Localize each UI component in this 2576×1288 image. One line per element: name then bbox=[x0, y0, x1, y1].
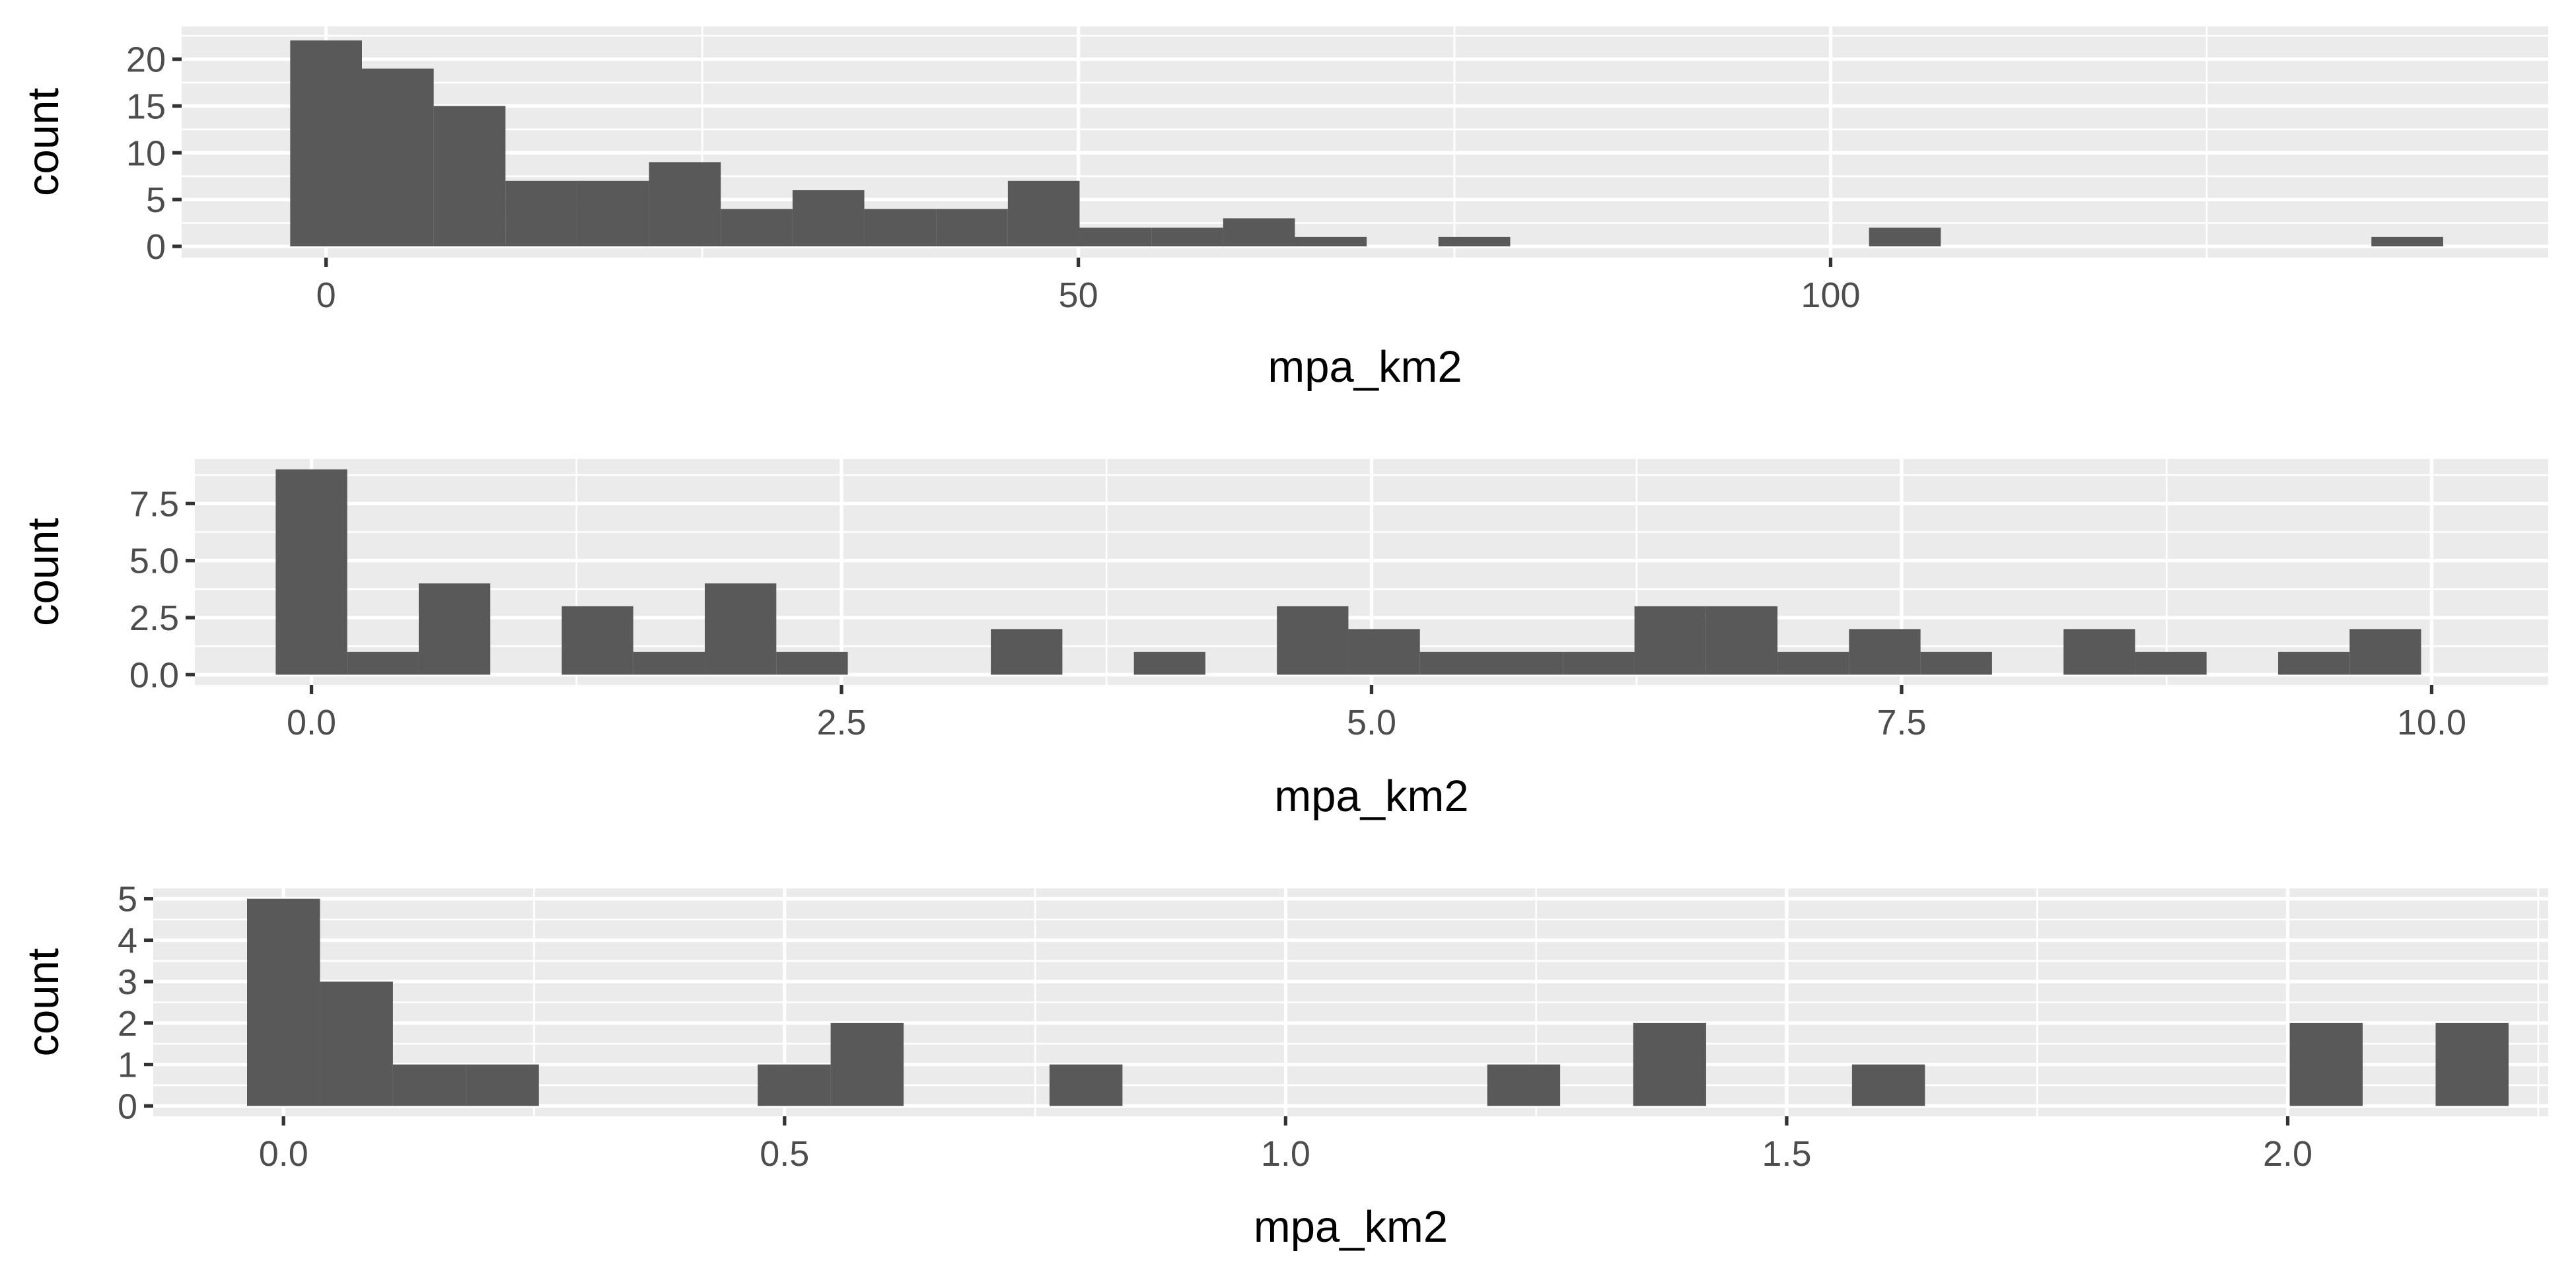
x-tick-label: 0.5 bbox=[760, 1134, 809, 1174]
histogram-bar bbox=[290, 40, 362, 246]
histogram-bar bbox=[561, 606, 633, 675]
histogram-bar bbox=[1851, 1064, 1925, 1106]
histogram-bar bbox=[1563, 651, 1635, 675]
x-axis-title: mpa_km2 bbox=[1274, 771, 1468, 821]
histogram-bar bbox=[418, 583, 491, 675]
x-tick-label: 0 bbox=[316, 275, 336, 315]
histogram-bar bbox=[1705, 606, 1778, 675]
histogram-bar bbox=[1849, 629, 1921, 675]
histogram-bar bbox=[1295, 236, 1367, 246]
x-tick-label: 10.0 bbox=[2397, 703, 2466, 742]
histogram-bar bbox=[577, 180, 649, 246]
histogram-panel-1: 0 5 10 15 20 0 50 100 mpa_km2 count bbox=[18, 26, 2548, 392]
y-tick-label: 1 bbox=[118, 1046, 137, 1085]
histogram-bar bbox=[1491, 651, 1563, 675]
histogram-bar bbox=[758, 1064, 831, 1106]
histogram-bar bbox=[2349, 629, 2421, 675]
histogram-bar bbox=[466, 1064, 539, 1106]
histogram-bar bbox=[1133, 651, 1205, 675]
x-tick-label: 1.0 bbox=[1261, 1134, 1310, 1174]
histogram-bar bbox=[936, 209, 1008, 246]
y-tick-label: 3 bbox=[118, 962, 137, 1002]
histogram-bar bbox=[275, 469, 347, 675]
histogram-bar bbox=[1151, 227, 1223, 246]
histogram-bar bbox=[1777, 651, 1849, 675]
x-tick-label: 7.5 bbox=[1877, 703, 1926, 742]
histogram-bar bbox=[830, 1022, 904, 1106]
histogram-bar bbox=[347, 651, 419, 675]
histogram-panel-2: 0.0 2.5 5.0 7.5 0.0 2.5 5.0 7.5 10.0 mpa_km2 count bbox=[18, 459, 2548, 821]
y-tick-label: 15 bbox=[126, 87, 166, 126]
y-axis-title: count bbox=[18, 518, 68, 626]
histogram-bar bbox=[247, 898, 320, 1106]
histogram-bar bbox=[792, 190, 865, 246]
x-tick-label: 5.0 bbox=[1347, 703, 1396, 742]
y-axis-title: count bbox=[18, 948, 68, 1056]
x-tick-label: 50 bbox=[1059, 275, 1098, 315]
histogram-bar bbox=[1223, 218, 1295, 246]
x-axis-title: mpa_km2 bbox=[1268, 342, 1462, 392]
y-tick-label: 0.0 bbox=[129, 655, 179, 695]
y-tick-label: 5 bbox=[118, 880, 137, 919]
histogram-bar bbox=[1634, 606, 1706, 675]
histogram-bar bbox=[1487, 1064, 1561, 1106]
histogram-bar bbox=[2277, 651, 2350, 675]
y-tick-label: 10 bbox=[126, 133, 166, 173]
histogram-bar bbox=[1438, 236, 1511, 246]
histogram-bar bbox=[320, 982, 393, 1106]
histogram-bar bbox=[2435, 1022, 2509, 1106]
histogram-bar bbox=[433, 106, 506, 246]
histogram-bar bbox=[505, 180, 577, 246]
x-tick-label: 0.0 bbox=[259, 1134, 308, 1174]
histogram-bar bbox=[2063, 629, 2135, 675]
histogram-bar bbox=[776, 651, 848, 675]
histogram-bar bbox=[361, 68, 434, 246]
histogram-bar bbox=[991, 629, 1063, 675]
histogram-bar bbox=[1348, 629, 1420, 675]
histogram-bar bbox=[2371, 236, 2443, 246]
histogram-bar bbox=[864, 209, 937, 246]
x-tick-label: 1.5 bbox=[1762, 1134, 1811, 1174]
histogram-bar bbox=[1277, 606, 1349, 675]
x-tick-label: 0.0 bbox=[287, 703, 336, 742]
y-tick-label: 4 bbox=[118, 921, 137, 960]
y-tick-label: 20 bbox=[126, 40, 166, 80]
histogram-bar bbox=[721, 209, 793, 246]
x-axis-title: mpa_km2 bbox=[1254, 1202, 1448, 1252]
histogram-bar bbox=[1633, 1022, 1706, 1106]
histogram-bar bbox=[1007, 180, 1080, 246]
y-axis-title: count bbox=[18, 88, 68, 196]
histogram-bar bbox=[1419, 651, 1492, 675]
x-tick-label: 100 bbox=[1801, 275, 1860, 315]
histogram-bar bbox=[2135, 651, 2207, 675]
x-tick-label: 2.0 bbox=[2263, 1134, 2312, 1174]
histogram-bar bbox=[2289, 1022, 2363, 1106]
y-tick-label: 7.5 bbox=[129, 484, 179, 524]
y-tick-label: 0 bbox=[146, 227, 166, 267]
histogram-bar bbox=[649, 162, 721, 246]
histogram-bar bbox=[705, 583, 777, 675]
y-tick-label: 5.0 bbox=[129, 542, 179, 581]
histogram-bar bbox=[1049, 1064, 1123, 1106]
y-tick-label: 0 bbox=[118, 1087, 137, 1126]
histogram-bar bbox=[1920, 651, 1992, 675]
y-tick-label: 2.5 bbox=[129, 598, 179, 638]
histogram-bar bbox=[633, 651, 705, 675]
y-tick-label: 2 bbox=[118, 1004, 137, 1044]
histogram-bar bbox=[1869, 227, 1941, 246]
histogram-bar bbox=[1079, 227, 1152, 246]
histogram-bar bbox=[392, 1064, 466, 1106]
y-tick-label: 5 bbox=[146, 180, 166, 220]
x-tick-label: 2.5 bbox=[816, 703, 866, 742]
